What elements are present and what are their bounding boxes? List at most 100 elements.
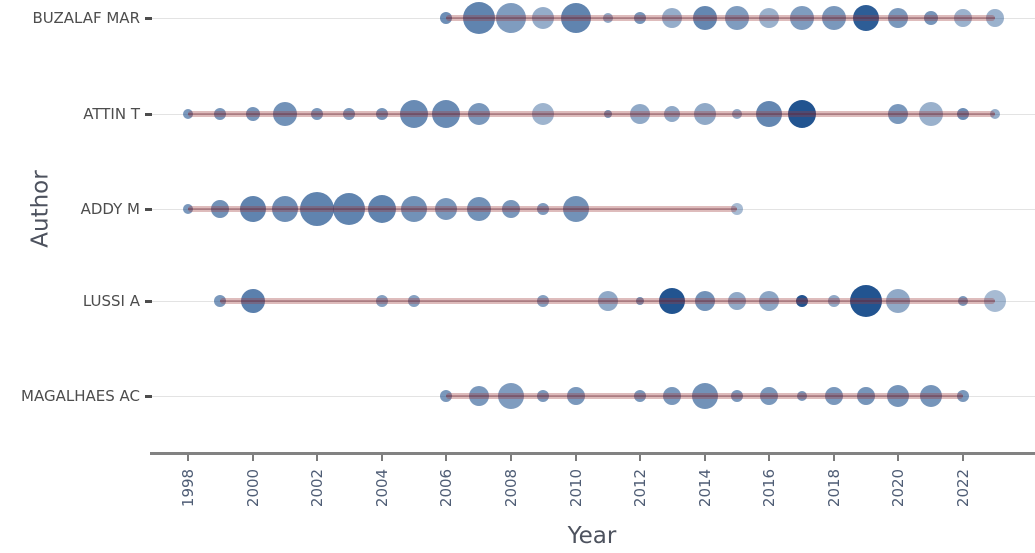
data-bubble[interactable] (214, 295, 227, 307)
data-bubble[interactable] (311, 108, 324, 120)
timeline-core-line (220, 300, 996, 302)
data-bubble[interactable] (787, 100, 816, 128)
data-bubble[interactable] (497, 383, 524, 409)
x-axis-tick (832, 455, 835, 461)
y-axis-title: Author (27, 170, 54, 248)
data-bubble[interactable] (343, 108, 356, 120)
data-bubble[interactable] (886, 289, 911, 313)
data-bubble[interactable] (272, 102, 297, 126)
data-bubble[interactable] (239, 196, 266, 222)
data-bubble[interactable] (795, 295, 808, 307)
data-bubble[interactable] (435, 198, 458, 220)
data-bubble[interactable] (634, 12, 647, 24)
data-bubble[interactable] (566, 387, 585, 405)
data-bubble[interactable] (694, 291, 715, 311)
data-bubble[interactable] (986, 9, 1005, 27)
author-label: BUZALAF MAR (32, 9, 140, 27)
data-bubble[interactable] (662, 8, 683, 28)
data-bubble[interactable] (211, 200, 230, 218)
data-bubble[interactable] (333, 193, 366, 225)
data-bubble[interactable] (537, 295, 550, 307)
data-bubble[interactable] (693, 103, 716, 125)
data-bubble[interactable] (537, 203, 550, 215)
data-bubble[interactable] (400, 100, 428, 128)
data-bubble[interactable] (756, 101, 783, 127)
data-bubble[interactable] (857, 387, 876, 405)
data-bubble[interactable] (759, 291, 780, 311)
data-bubble[interactable] (183, 204, 193, 214)
data-bubble[interactable] (501, 200, 520, 218)
data-bubble[interactable] (245, 107, 260, 121)
data-bubble[interactable] (597, 291, 618, 311)
data-bubble[interactable] (730, 390, 743, 402)
data-bubble[interactable] (853, 5, 880, 31)
author-timeline-line (220, 298, 996, 304)
data-bubble[interactable] (663, 387, 682, 405)
data-bubble[interactable] (796, 391, 807, 401)
data-bubble[interactable] (636, 297, 645, 305)
data-bubble[interactable] (240, 289, 265, 313)
data-bubble[interactable] (408, 295, 420, 307)
data-bubble[interactable] (537, 390, 550, 402)
data-bubble[interactable] (462, 2, 495, 34)
data-bubble[interactable] (919, 385, 942, 407)
data-bubble[interactable] (887, 385, 910, 407)
data-bubble[interactable] (603, 110, 612, 118)
data-bubble[interactable] (466, 197, 491, 221)
data-bubble[interactable] (724, 6, 749, 30)
data-bubble[interactable] (824, 387, 843, 405)
x-tick-label: 2020 (889, 468, 908, 508)
data-bubble[interactable] (467, 103, 490, 125)
data-bubble[interactable] (214, 108, 227, 120)
data-bubble[interactable] (692, 6, 717, 30)
data-bubble[interactable] (375, 108, 388, 120)
data-bubble[interactable] (367, 195, 396, 223)
data-bubble[interactable] (532, 103, 555, 125)
data-bubble[interactable] (759, 8, 780, 28)
data-bubble[interactable] (401, 196, 427, 222)
data-bubble[interactable] (827, 295, 840, 307)
data-bubble[interactable] (432, 100, 461, 128)
x-tick-label: 2004 (372, 468, 391, 508)
data-bubble[interactable] (888, 104, 909, 124)
data-bubble[interactable] (691, 383, 718, 409)
data-bubble[interactable] (664, 106, 681, 122)
data-bubble[interactable] (602, 13, 613, 23)
data-bubble[interactable] (440, 390, 453, 402)
timeline-core-line (188, 208, 737, 210)
x-axis-tick (251, 455, 254, 461)
data-bubble[interactable] (850, 285, 883, 317)
data-bubble[interactable] (560, 3, 591, 33)
data-bubble[interactable] (954, 9, 972, 27)
data-bubble[interactable] (375, 295, 388, 307)
x-axis-tick (509, 455, 512, 461)
data-bubble[interactable] (957, 108, 969, 120)
data-bubble[interactable] (923, 11, 938, 25)
data-bubble[interactable] (440, 12, 453, 24)
data-bubble[interactable] (760, 387, 779, 405)
x-tick-label: 2006 (437, 468, 456, 508)
data-bubble[interactable] (888, 8, 909, 28)
data-bubble[interactable] (789, 6, 814, 30)
data-bubble[interactable] (958, 296, 968, 306)
data-bubble[interactable] (821, 6, 846, 30)
data-bubble[interactable] (495, 3, 526, 33)
data-bubble[interactable] (634, 390, 647, 402)
data-bubble[interactable] (984, 290, 1007, 312)
data-bubble[interactable] (300, 192, 335, 226)
data-bubble[interactable] (918, 102, 943, 126)
data-bubble[interactable] (659, 288, 686, 314)
data-bubble[interactable] (731, 109, 742, 119)
x-axis-tick (380, 455, 383, 461)
data-bubble[interactable] (727, 292, 746, 310)
data-bubble[interactable] (630, 104, 651, 124)
x-axis-tick (445, 455, 448, 461)
data-bubble[interactable] (730, 203, 743, 215)
data-bubble[interactable] (990, 109, 1001, 119)
data-bubble[interactable] (468, 386, 489, 406)
data-bubble[interactable] (183, 109, 193, 119)
data-bubble[interactable] (957, 390, 969, 402)
data-bubble[interactable] (271, 196, 298, 222)
data-bubble[interactable] (532, 7, 555, 29)
data-bubble[interactable] (562, 196, 589, 222)
